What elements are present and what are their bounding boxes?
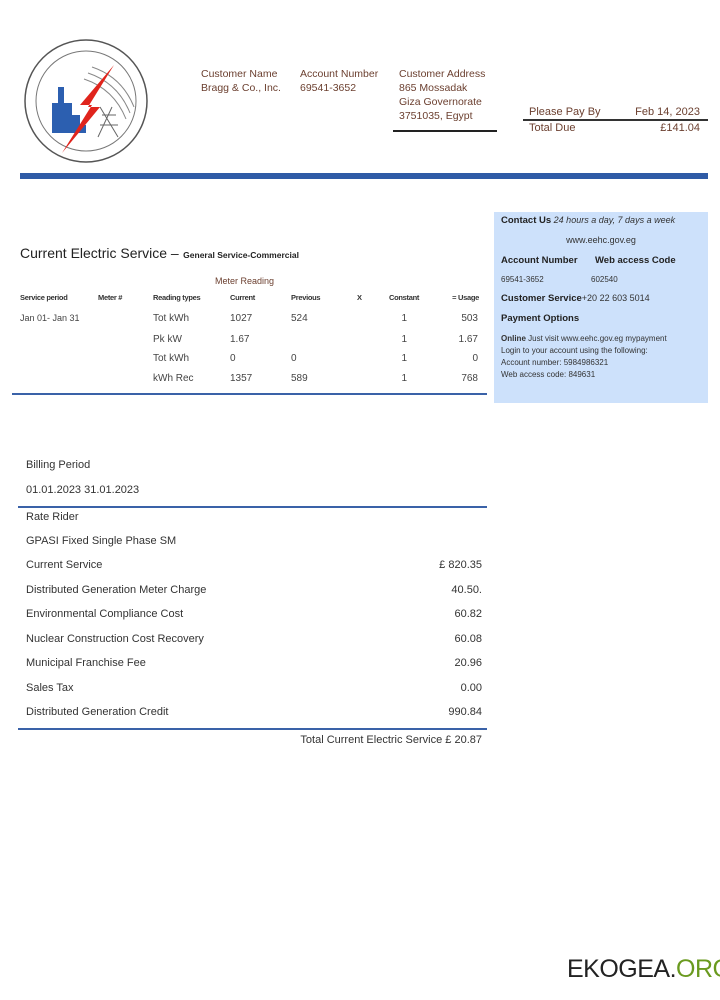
charge-amount: 20.96	[454, 657, 482, 669]
pay-divider	[523, 119, 708, 121]
billing-period: 01.01.2023 31.01.2023	[26, 484, 140, 496]
address-underline	[393, 130, 497, 132]
total-current-service: Total Current Electric Service £ 20.87	[300, 734, 482, 746]
col-current: Current	[230, 293, 255, 302]
address-line: 865 Mossadak	[399, 82, 468, 94]
account-number-label: Account Number	[300, 68, 379, 80]
service-period: Jan 01- Jan 31	[20, 313, 80, 323]
customer-name: Bragg & Co., Inc.	[201, 82, 281, 94]
customer-service-label: Customer Service	[501, 293, 582, 304]
web-access-code: 602540	[591, 275, 618, 284]
meter-constant: 1	[401, 353, 407, 364]
ekogea-watermark: EKOGEA.ORG	[567, 955, 720, 983]
col-usage: = Usage	[452, 293, 479, 302]
meter-reading-label: Meter Reading	[215, 276, 275, 286]
charge-amount: £ 820.35	[439, 559, 482, 571]
login-account: Account number: 5984986321	[501, 358, 609, 367]
meter-current: 1027	[230, 313, 253, 324]
charge-amount: 60.82	[454, 608, 482, 620]
online-label: Online	[501, 334, 526, 343]
pay-by-label: Please Pay By	[529, 106, 601, 118]
meter-type: kWh Rec	[153, 373, 194, 384]
meter-current: 1.67	[230, 334, 250, 345]
contact-title: Contact Us	[501, 215, 552, 226]
billing-period-label: Billing Period	[26, 459, 91, 471]
charge-label: Distributed Generation Meter Charge	[26, 583, 207, 596]
login-text: Login to your account using the followin…	[501, 346, 648, 355]
meter-current: 0	[230, 353, 236, 364]
rate-rider: Rate Rider	[26, 511, 79, 523]
contact-info-box: Contact Us 24 hours a day, 7 days a week…	[494, 212, 708, 403]
charge-label: Municipal Franchise Fee	[26, 657, 146, 669]
col-meter: Meter #	[98, 293, 123, 302]
charge-label: Sales Tax	[26, 681, 74, 694]
charge-amount: 40.50.	[451, 583, 482, 596]
address-line: Giza Governorate	[399, 96, 482, 108]
meter-type: Tot kWh	[153, 313, 190, 324]
meter-type: Pk kW	[153, 334, 182, 345]
login-code: Web access code: 849631	[501, 370, 596, 379]
total-due: £141.04	[660, 122, 700, 134]
contact-hours: 24 hours a day, 7 days a week	[553, 215, 676, 225]
col-x: X	[357, 293, 362, 302]
web-access-label: Web access Code	[595, 255, 676, 266]
meter-usage: 0	[472, 353, 478, 364]
col-constant: Constant	[389, 293, 420, 302]
total-due-label: Total Due	[529, 122, 576, 134]
meter-usage: 768	[461, 373, 478, 384]
meter-constant: 1	[401, 334, 407, 345]
account-number: 69541-3652	[300, 82, 357, 94]
meter-type: Tot kWh	[153, 353, 190, 364]
payment-options-label: Payment Options	[501, 313, 580, 324]
customer-address-label: Customer Address	[399, 68, 486, 80]
header-divider-bar	[20, 173, 708, 179]
online-text: Just visit www.eehc.gov.eg mypayment	[528, 334, 667, 343]
meter-constant: 1	[401, 313, 407, 324]
service-subtitle: General Service-Commercial	[183, 250, 299, 260]
col-service-period: Service period	[20, 293, 68, 302]
charge-amount: 0.00	[460, 681, 482, 694]
meter-previous: 0	[291, 353, 297, 364]
meter-usage: 503	[461, 313, 478, 324]
meter-previous: 589	[291, 373, 308, 384]
customer-service-phone: +20 22 603 5014	[581, 293, 650, 303]
meter-constant: 1	[401, 373, 407, 384]
charge-amount: 60.08	[454, 632, 482, 645]
charge-label: Current Service	[26, 559, 103, 571]
contact-account-number: 69541-3652	[501, 275, 544, 284]
pay-by-date: Feb 14, 2023	[635, 106, 700, 118]
service-title: Current Electric Service –	[20, 245, 179, 261]
customer-name-label: Customer Name	[201, 68, 278, 80]
meter-current: 1357	[230, 373, 253, 384]
address-line: 3751035, Egypt	[399, 110, 473, 122]
contact-website[interactable]: www.eehc.gov.eg	[566, 235, 636, 245]
meter-usage: 1.67	[458, 334, 478, 345]
billing-divider-top	[18, 506, 487, 508]
charge-label: Nuclear Construction Cost Recovery	[26, 632, 204, 645]
charge-amount: 990.84	[448, 706, 482, 718]
rate-plan: GPASI Fixed Single Phase SM	[26, 535, 177, 547]
meter-table-divider	[12, 393, 487, 395]
charge-label: Environmental Compliance Cost	[26, 608, 184, 620]
col-previous: Previous	[291, 293, 321, 302]
billing-divider-bottom	[18, 728, 487, 730]
company-seal-logo	[22, 37, 150, 165]
charge-label: Distributed Generation Credit	[26, 706, 169, 718]
account-number-label: Account Number	[501, 255, 578, 266]
meter-previous: 524	[291, 313, 308, 324]
col-reading-types: Reading types	[153, 293, 201, 302]
